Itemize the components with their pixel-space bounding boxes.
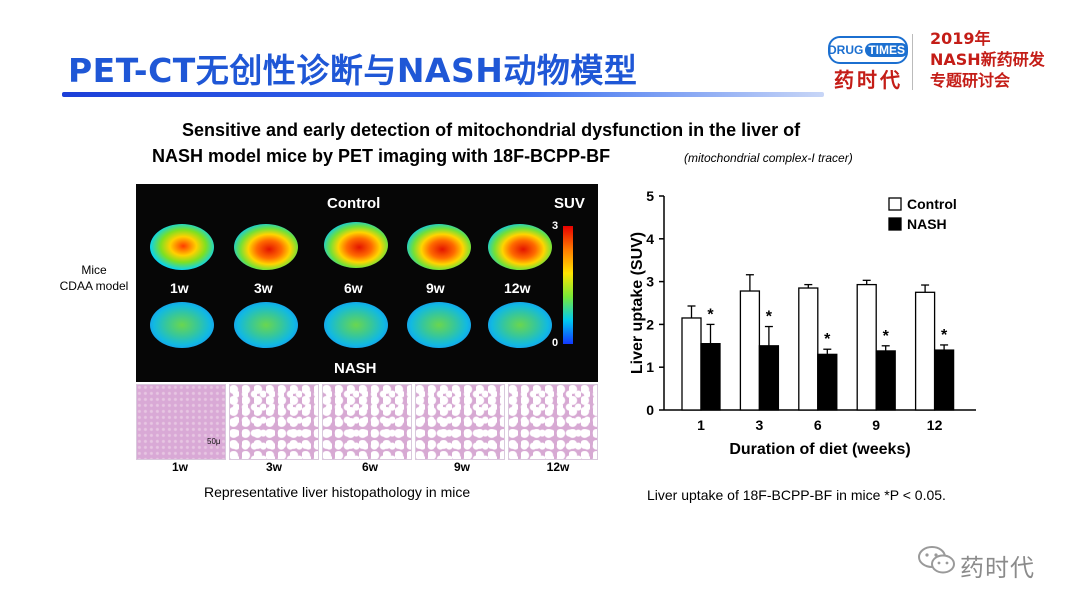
slide-subtitle-line-2: NASH model mice by PET imaging with 18F-… (152, 146, 611, 166)
histology-image-9w (415, 384, 505, 460)
legend-label-control: Control (907, 196, 957, 212)
timepoint-label: 6w (344, 280, 363, 296)
nash-label: NASH (334, 360, 377, 377)
watermark-text: 药时代 (960, 554, 1035, 582)
wechat-watermark: 药时代 (916, 542, 1056, 582)
bar-control-3 (739, 290, 761, 411)
pet-scan-control-6w (324, 222, 388, 268)
bar-nash-3 (758, 345, 780, 411)
bar-control-9 (856, 283, 877, 411)
control-label: Control (327, 195, 381, 212)
bar-nash-12 (933, 349, 955, 411)
logo-en-left: DRUG (828, 43, 864, 57)
significance-marker: * (883, 328, 890, 345)
scale-bar-label: 50μ (207, 437, 221, 446)
histology-label: 3w (265, 460, 282, 474)
event-title: 2019年 NASH新药研发 专题研讨会 (930, 28, 1045, 91)
pet-scan-control-3w (234, 224, 298, 270)
histology-image-12w (508, 384, 598, 460)
y-axis-label: Liver uptake (SUV) (629, 232, 646, 374)
pet-scan-nash-12w (488, 302, 552, 348)
significance-marker: * (707, 306, 714, 323)
x-tick-label: 9 (872, 417, 880, 433)
significance-marker: * (824, 331, 831, 348)
y-tick-label: 3 (646, 274, 654, 290)
timepoint-label: 9w (426, 280, 445, 296)
legend-swatch-control (888, 197, 902, 211)
pet-scan-nash-3w (234, 302, 298, 348)
x-tick-label: 12 (927, 417, 943, 433)
timepoint-label: 3w (254, 280, 273, 296)
suv-label: SUV (554, 195, 585, 212)
suv-max-label: 3 (552, 220, 559, 232)
histology-image-1w: 50μ (136, 384, 226, 460)
chart-caption: Liver uptake of 18F-BCPP-BF in mice *P <… (647, 487, 946, 503)
timepoint-label: 12w (504, 280, 531, 296)
logo-badge: DRUG TIMES (828, 36, 909, 64)
suv-min-label: 0 (552, 337, 559, 349)
y-tick-label: 4 (646, 231, 654, 247)
y-tick-label: 2 (646, 316, 654, 332)
pet-scan-nash-9w (407, 302, 471, 348)
logo-en-right: TIMES (865, 43, 909, 57)
event-line-2: NASH新药研发 (930, 50, 1045, 69)
legend-swatch-nash (888, 217, 902, 231)
x-tick-label: 3 (756, 417, 764, 433)
x-tick-label: 1 (697, 417, 705, 433)
histology-strip: 50μ (136, 384, 598, 460)
event-line-3: 专题研讨会 (930, 71, 1011, 90)
pet-scan-control-1w (150, 224, 214, 270)
pet-image-panel: Control SUV 3 0 1w 3w 6w 9w 12w NASH (136, 184, 598, 382)
logo-cn-text: 药时代 (834, 68, 903, 92)
x-axis-label: Duration of diet (weeks) (729, 441, 910, 458)
wechat-icon (918, 546, 955, 574)
histology-label: 6w (361, 460, 378, 474)
bar-nash-1 (700, 343, 721, 411)
slide-subtitle-line-1: Sensitive and early detection of mitocho… (182, 120, 801, 140)
bar-control-12 (914, 291, 936, 411)
drug-times-logo: DRUG TIMES 药时代 (828, 36, 909, 92)
bar-nash-6 (817, 353, 838, 411)
y-tick-label: 0 (646, 402, 654, 418)
bar-nash-9 (875, 350, 896, 411)
pet-scan-nash-1w (150, 302, 214, 348)
histology-label: 12w (546, 460, 570, 474)
pet-scan-control-9w (407, 224, 471, 270)
y-tick-label: 1 (646, 359, 654, 375)
histology-label: 9w (453, 460, 470, 474)
bar-control-6 (798, 287, 819, 411)
significance-marker: * (766, 309, 773, 326)
mice-model-label: Mice CDAA model (52, 262, 136, 294)
legend-label-nash: NASH (907, 216, 947, 232)
event-line-1: 2019年 (930, 29, 991, 48)
suv-color-scale (563, 226, 573, 344)
histology-label: 1w (171, 460, 188, 474)
header-divider (912, 34, 913, 90)
timepoint-label: 1w (170, 280, 189, 296)
significance-marker: * (941, 327, 948, 344)
mice-label-line-2: CDAA model (59, 279, 129, 293)
x-tick-label: 6 (814, 417, 822, 433)
pet-scan-nash-6w (324, 302, 388, 348)
title-underline (62, 92, 824, 97)
tracer-note: (mitochondrial complex-I tracer) (684, 151, 853, 165)
y-tick-label: 5 (646, 188, 654, 204)
histology-image-6w (322, 384, 412, 460)
pet-scan-control-12w (488, 224, 552, 270)
histology-caption: Representative liver histopathology in m… (204, 484, 471, 500)
mice-label-line-1: Mice (81, 263, 107, 277)
page-title: PET-CT无创性诊断与NASH动物模型 (68, 51, 638, 90)
bar-control-1 (681, 317, 702, 411)
histology-image-3w (229, 384, 319, 460)
